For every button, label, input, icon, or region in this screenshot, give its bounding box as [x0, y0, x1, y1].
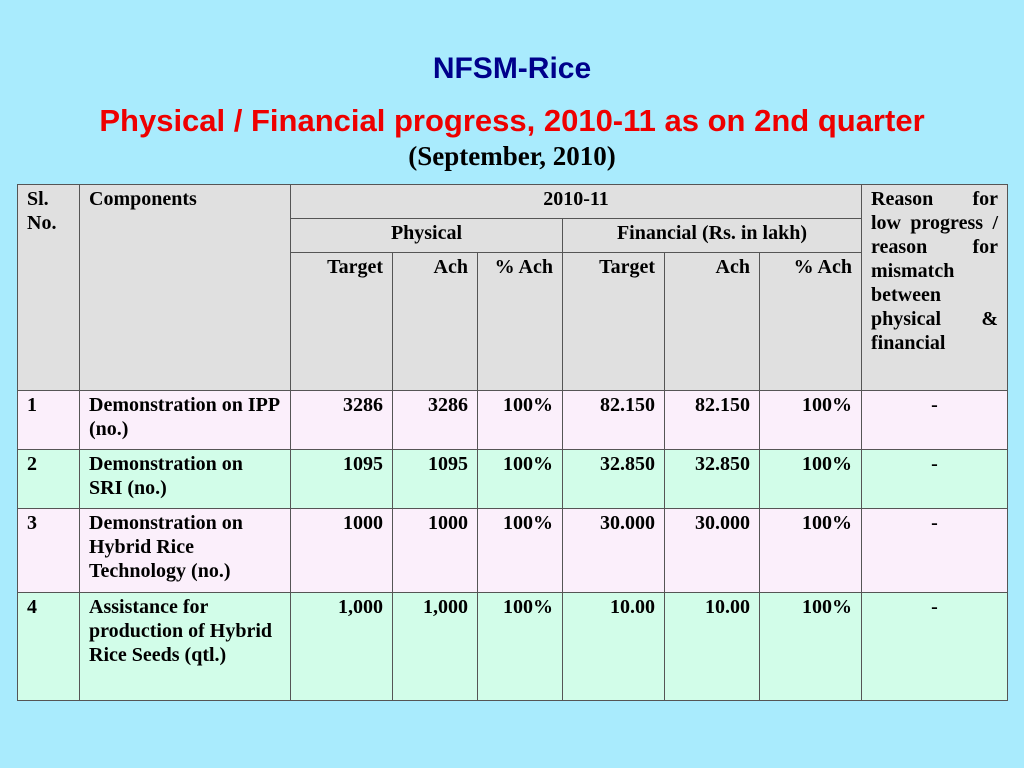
table-row: 1 Demonstration on IPP (no.) 3286 3286 1… — [17, 390, 1008, 450]
cell-sl: 1 — [17, 390, 80, 450]
header-phys-target: Target — [290, 252, 393, 391]
header-fin-target: Target — [562, 252, 665, 391]
cell-component: Demonstration on IPP (no.) — [79, 390, 291, 450]
header-physical: Physical — [290, 218, 563, 253]
table-body: 1 Demonstration on IPP (no.) 3286 3286 1… — [17, 390, 1008, 701]
cell-phys-pct: 100% — [477, 508, 563, 593]
cell-fin-target: 32.850 — [562, 449, 665, 509]
cell-phys-target: 1095 — [290, 449, 393, 509]
cell-phys-ach: 3286 — [392, 390, 478, 450]
cell-reason: - — [861, 508, 1008, 593]
header-sl-no: Sl. No. — [17, 184, 80, 391]
cell-fin-ach: 32.850 — [664, 449, 760, 509]
cell-phys-target: 3286 — [290, 390, 393, 450]
page-subtitle: Physical / Financial progress, 2010-11 a… — [40, 104, 984, 173]
header-phys-ach: Ach — [392, 252, 478, 391]
table-header: Sl. No. Components 2010-11 Reason for lo… — [17, 184, 1008, 391]
progress-table: Sl. No. Components 2010-11 Reason for lo… — [17, 184, 1008, 701]
table-row: 4 Assistance for production of Hybrid Ri… — [17, 592, 1008, 701]
cell-fin-ach: 82.150 — [664, 390, 760, 450]
cell-phys-ach: 1095 — [392, 449, 478, 509]
header-year: 2010-11 — [290, 184, 862, 219]
page-title: NFSM-Rice — [432, 52, 592, 85]
cell-fin-ach: 10.00 — [664, 592, 760, 701]
cell-reason: - — [861, 449, 1008, 509]
table-row: 3 Demonstration on Hybrid Rice Technolog… — [17, 508, 1008, 593]
cell-fin-pct: 100% — [759, 592, 862, 701]
cell-fin-pct: 100% — [759, 508, 862, 593]
cell-reason: - — [861, 390, 1008, 450]
cell-sl: 4 — [17, 592, 80, 701]
header-components: Components — [79, 184, 291, 391]
subtitle-date: (September, 2010) — [408, 141, 616, 171]
cell-phys-pct: 100% — [477, 449, 563, 509]
cell-fin-target: 82.150 — [562, 390, 665, 450]
cell-fin-target: 30.000 — [562, 508, 665, 593]
cell-fin-ach: 30.000 — [664, 508, 760, 593]
subtitle-main: Physical / Financial progress, 2010-11 a… — [99, 103, 925, 138]
cell-phys-target: 1,000 — [290, 592, 393, 701]
cell-fin-pct: 100% — [759, 390, 862, 450]
header-fin-ach: Ach — [664, 252, 760, 391]
cell-phys-pct: 100% — [477, 390, 563, 450]
cell-phys-target: 1000 — [290, 508, 393, 593]
cell-fin-target: 10.00 — [562, 592, 665, 701]
cell-fin-pct: 100% — [759, 449, 862, 509]
cell-sl: 2 — [17, 449, 80, 509]
table-row: 2 Demonstration on SRI (no.) 1095 1095 1… — [17, 449, 1008, 509]
header-phys-pct: % Ach — [477, 252, 563, 391]
cell-component: Demonstration on Hybrid Rice Technology … — [79, 508, 291, 593]
cell-phys-ach: 1000 — [392, 508, 478, 593]
header-financial: Financial (Rs. in lakh) — [562, 218, 862, 253]
cell-phys-pct: 100% — [477, 592, 563, 701]
cell-reason: - — [861, 592, 1008, 701]
cell-phys-ach: 1,000 — [392, 592, 478, 701]
cell-component: Assistance for production of Hybrid Rice… — [79, 592, 291, 701]
cell-component: Demonstration on SRI (no.) — [79, 449, 291, 509]
header-fin-pct: % Ach — [759, 252, 862, 391]
header-reason: Reason for low progress / reason for mis… — [861, 184, 1008, 391]
cell-sl: 3 — [17, 508, 80, 593]
